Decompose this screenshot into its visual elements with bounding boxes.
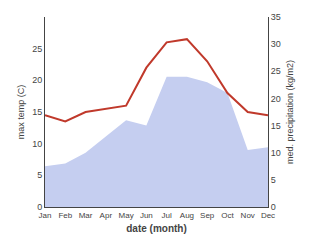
svg-text:Jan: Jan bbox=[39, 211, 52, 220]
svg-text:10: 10 bbox=[271, 148, 281, 158]
svg-text:Aug: Aug bbox=[180, 211, 194, 220]
svg-text:25: 25 bbox=[32, 44, 42, 54]
svg-text:5: 5 bbox=[271, 175, 276, 185]
svg-text:20: 20 bbox=[271, 94, 281, 104]
svg-text:25: 25 bbox=[271, 66, 281, 76]
svg-text:15: 15 bbox=[32, 107, 42, 117]
svg-text:Oct: Oct bbox=[221, 211, 234, 220]
svg-text:Nov: Nov bbox=[241, 211, 255, 220]
svg-text:Mar: Mar bbox=[79, 211, 93, 220]
svg-text:35: 35 bbox=[271, 12, 281, 22]
svg-text:date (month): date (month) bbox=[126, 223, 187, 234]
svg-text:10: 10 bbox=[32, 139, 42, 149]
svg-text:max temp (C): max temp (C) bbox=[16, 85, 26, 140]
svg-text:Dec: Dec bbox=[261, 211, 275, 220]
svg-text:Feb: Feb bbox=[58, 211, 72, 220]
svg-text:Sep: Sep bbox=[200, 211, 215, 220]
svg-text:20: 20 bbox=[32, 75, 42, 85]
svg-text:Jun: Jun bbox=[140, 211, 153, 220]
svg-text:30: 30 bbox=[271, 39, 281, 49]
svg-text:15: 15 bbox=[271, 121, 281, 131]
svg-text:May: May bbox=[119, 211, 134, 220]
svg-text:Jul: Jul bbox=[162, 211, 172, 220]
svg-text:5: 5 bbox=[37, 170, 42, 180]
svg-text:Apr: Apr bbox=[100, 211, 113, 220]
svg-text:0: 0 bbox=[271, 202, 276, 212]
svg-text:med. precipitation (kg/m2): med. precipitation (kg/m2) bbox=[285, 60, 295, 164]
svg-text:0: 0 bbox=[37, 202, 42, 212]
